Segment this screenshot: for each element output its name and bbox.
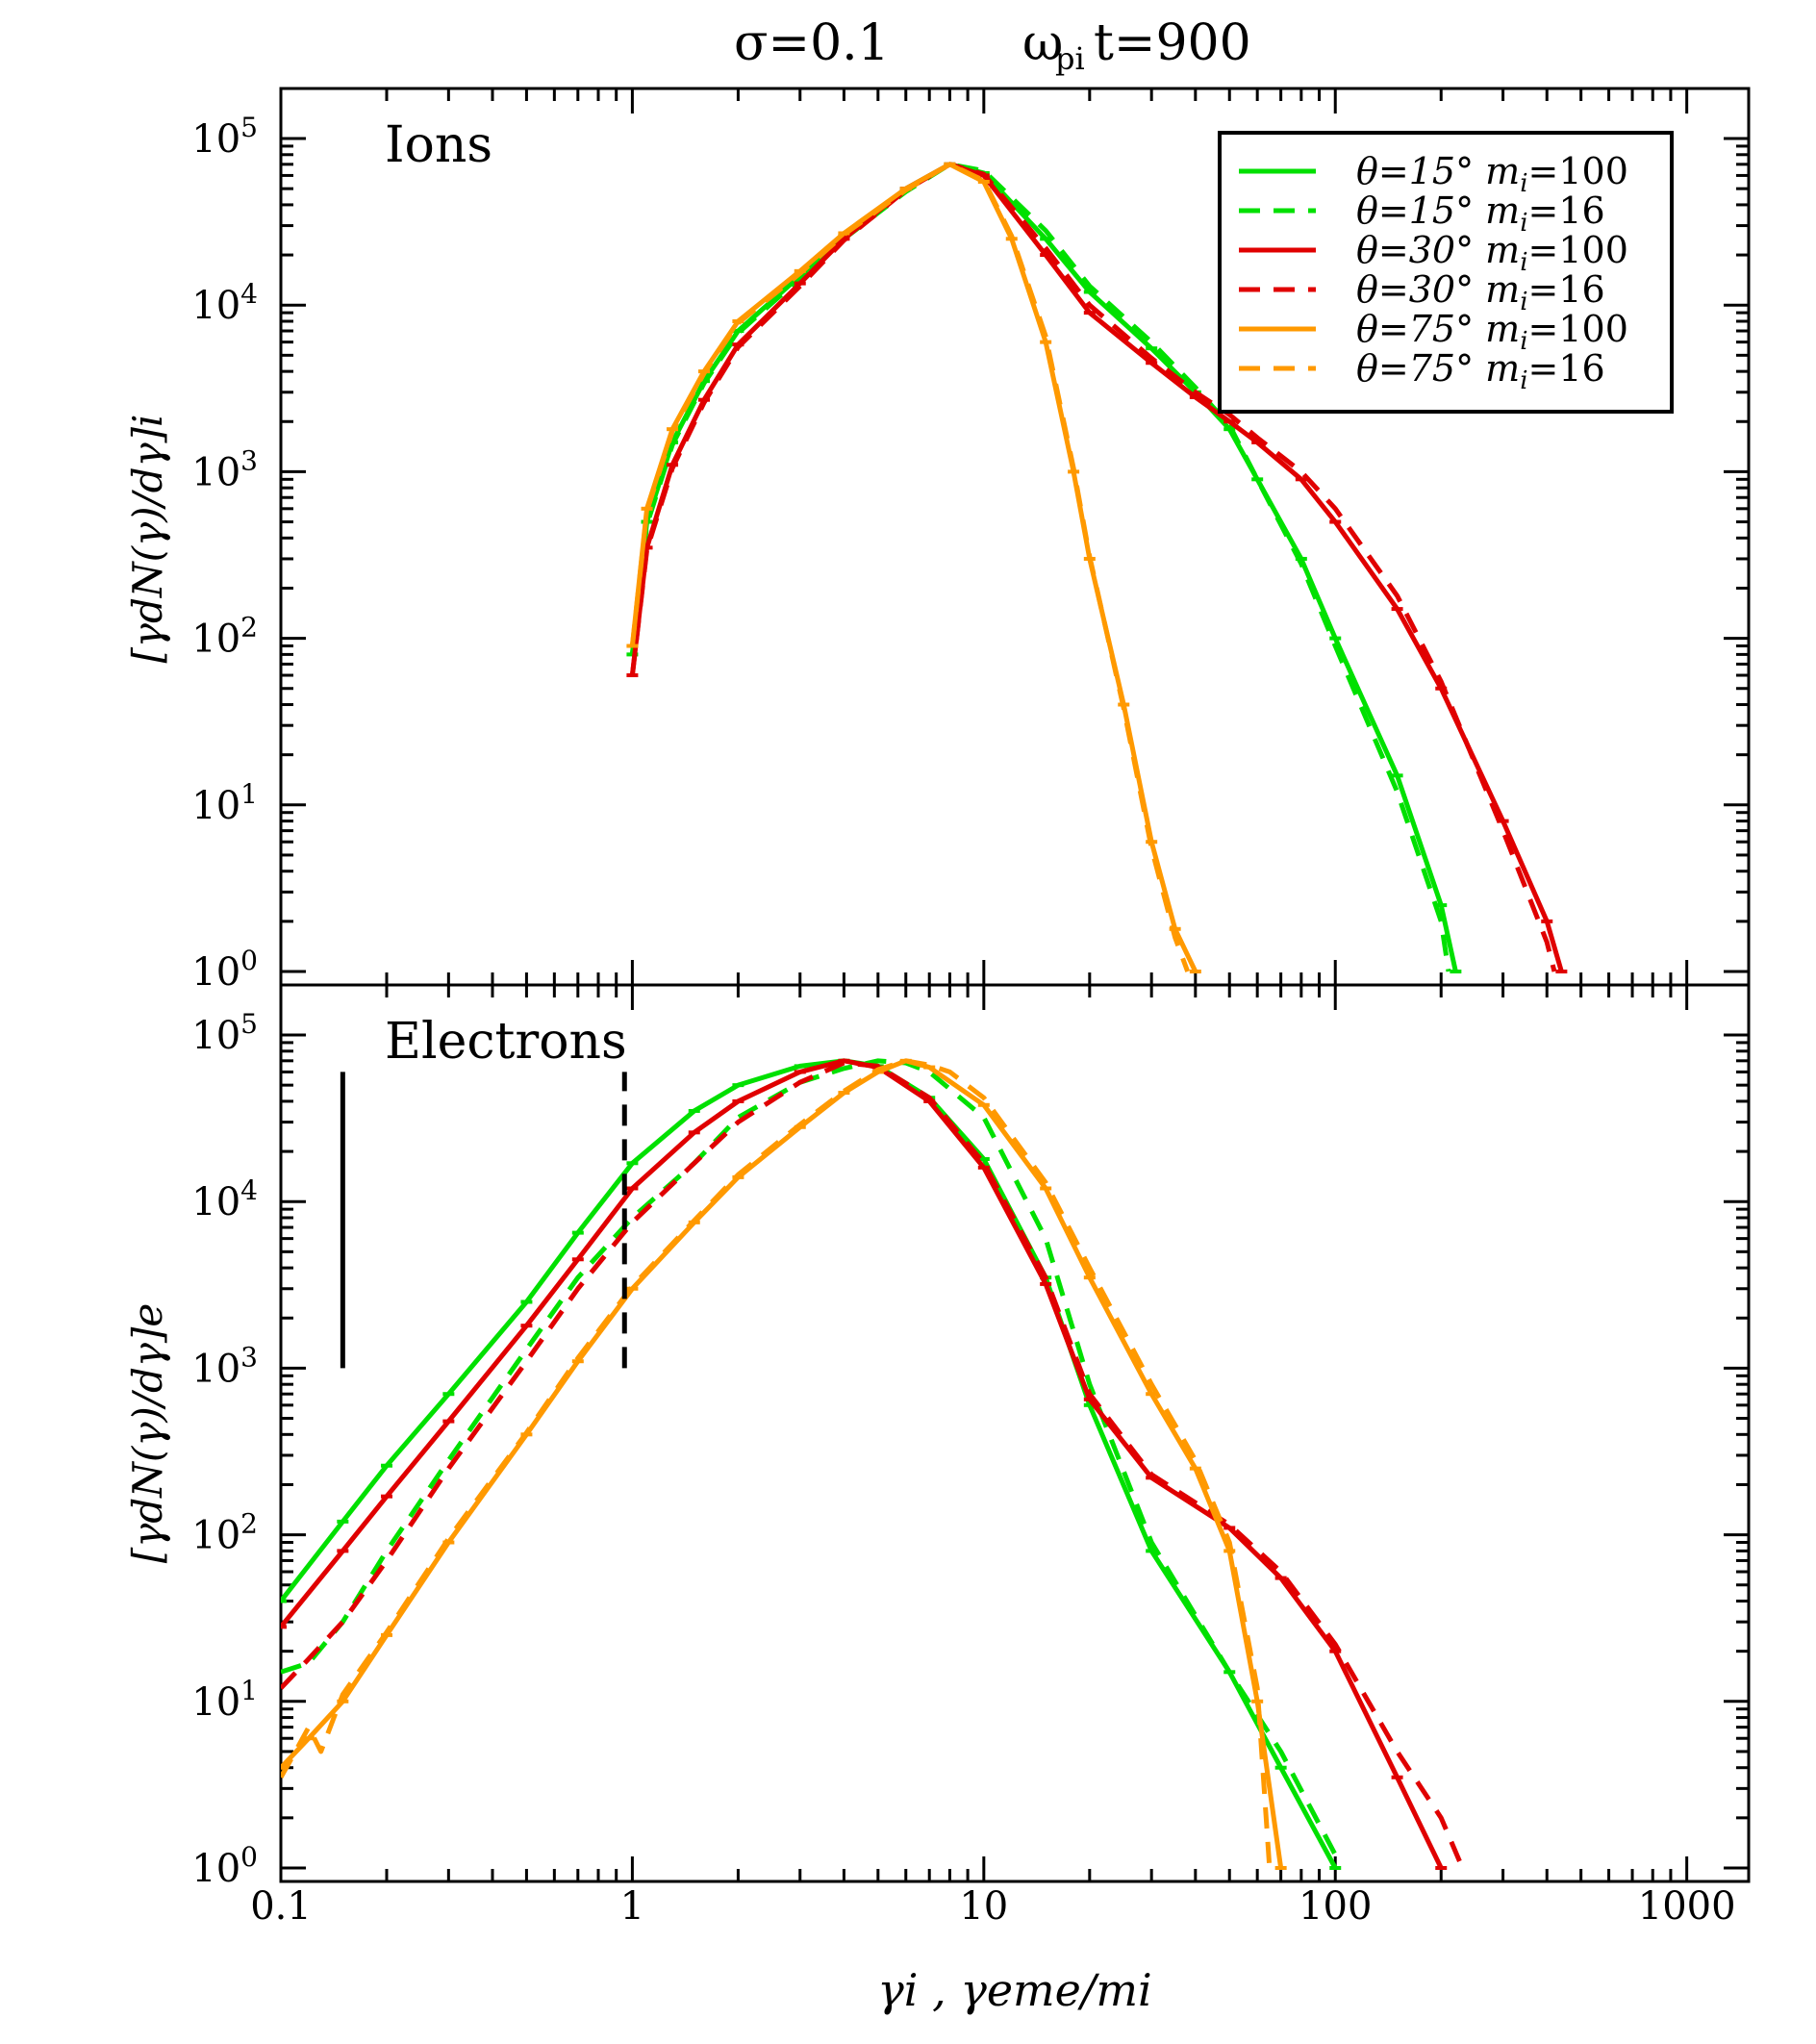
bottom-axis-ticks (279, 985, 1749, 1881)
electrons-vertical-markers (340, 1072, 627, 1369)
legend-entry-text: θ=75° mi=16 (1356, 347, 1605, 395)
legend-entry-text: θ=15° mi=100 (1356, 150, 1628, 198)
title-omega: ω (1022, 14, 1063, 72)
y-tick-label: 103 (191, 444, 258, 494)
y-tick-label: 101 (191, 1675, 258, 1725)
top-axis-ticks (279, 88, 1749, 985)
series-line-1 (281, 1058, 1338, 1870)
x-tick-label: 1 (620, 1884, 644, 1929)
series-line-4 (281, 1060, 1465, 1869)
title-sigma: σ=0.1 (734, 14, 890, 72)
y-tick-label: 100 (191, 945, 258, 995)
x-tick-label: 0.1 (250, 1884, 312, 1929)
y-tick-label: 103 (191, 1341, 258, 1391)
series-line-5 (629, 162, 1198, 973)
y-tick-label: 104 (191, 278, 258, 328)
electrons-series-group (281, 1058, 1465, 1870)
y-tick-label: 102 (191, 1508, 258, 1558)
top-y-axis-label: [γdN(γ)/dγ]i (124, 415, 171, 664)
panel-label-ions: Ions (385, 116, 492, 174)
ions-series-group (626, 162, 1568, 973)
bottom-y-axis-label: [γdN(γ)/dγ]e (124, 1303, 171, 1563)
y-tick-label: 105 (191, 1008, 258, 1058)
series-line-5 (281, 1058, 1284, 1869)
y-tick-label: 104 (191, 1174, 258, 1224)
series-line-4 (629, 162, 1557, 972)
top-y-tick-labels: 100 101 102 103 104 105 (191, 112, 258, 995)
bottom-y-tick-labels: 100 101 102 103 104 105 (191, 1008, 258, 1891)
y-tick-label: 100 (191, 1841, 258, 1891)
y-tick-label: 105 (191, 112, 258, 162)
legend-entry-text: θ=75° mi=100 (1356, 308, 1628, 356)
legend-box (1218, 131, 1674, 414)
legend-entry-text: θ=15° mi=16 (1356, 189, 1605, 238)
legend-entry-text: θ=30° mi=100 (1356, 229, 1628, 277)
y-tick-label: 101 (191, 778, 258, 828)
series-line-2 (281, 1058, 1338, 1856)
x-tick-label: 10 (959, 1884, 1008, 1929)
series-line-2 (629, 162, 1451, 972)
bottom-panel-frame (279, 983, 1751, 1883)
x-tick-labels: 0.1 1 10 100 1000 (250, 1884, 1735, 1929)
title-time: t=900 (1094, 14, 1251, 72)
x-axis-label: γi , γeme/mi (877, 1964, 1151, 2016)
x-tick-label: 1000 (1638, 1884, 1736, 1929)
legend-entry-text: θ=30° mi=16 (1356, 268, 1605, 316)
title-omega-sub: pi (1055, 40, 1085, 77)
series-line-6 (281, 1058, 1273, 1869)
x-tick-label: 100 (1299, 1884, 1372, 1929)
y-tick-label: 102 (191, 612, 258, 662)
series-line-6 (629, 162, 1191, 972)
panel-label-electrons: Electrons (385, 1013, 627, 1071)
